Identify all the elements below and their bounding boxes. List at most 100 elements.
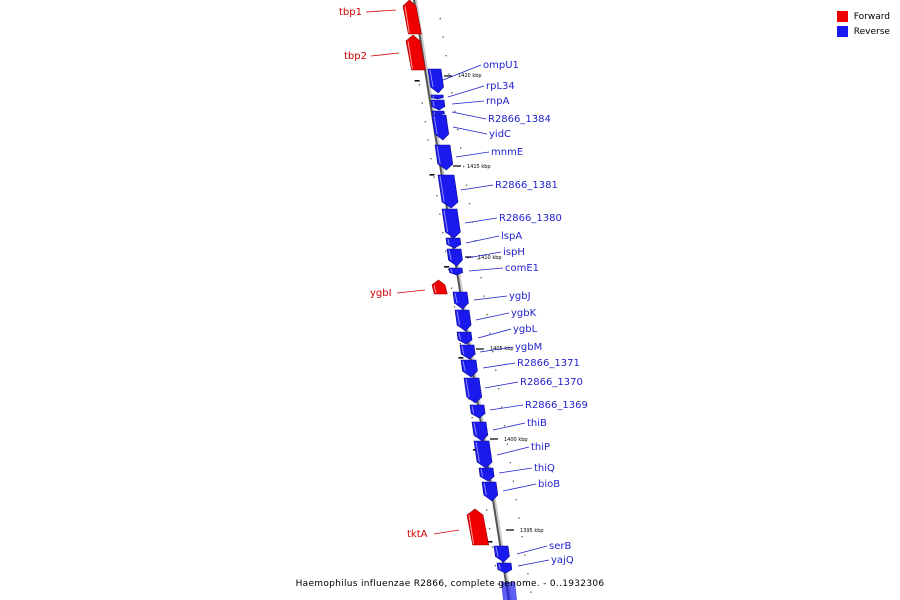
gene-highlight: [404, 5, 410, 34]
scale-dot: [483, 295, 485, 297]
scale-dot: [480, 277, 482, 279]
scale-dot: [491, 546, 494, 548]
scale-dot: [439, 213, 441, 215]
forward-swatch: [836, 11, 848, 22]
gene-leader: [451, 111, 487, 120]
gene-leader: [489, 404, 524, 411]
scale-dot: [457, 129, 459, 131]
gene-tktA: [466, 508, 490, 546]
gene-label-ygbJ: ygbJ: [509, 291, 531, 302]
gene-label-bioB: bioB: [538, 479, 560, 490]
scale-dot: [445, 55, 447, 57]
gene-leader: [466, 251, 502, 259]
legend-reverse-label: Reverse: [853, 26, 890, 37]
gene-label-ispH: ispH: [503, 247, 525, 258]
gene-leader: [498, 467, 533, 474]
tick-label: 1400 kbp: [504, 437, 528, 443]
legend-forward-label: Forward: [853, 11, 890, 22]
tick-label: 1420 kbp: [458, 73, 482, 79]
gene-highlight: [433, 111, 435, 114]
gene-label-R2866_1371: R2866_1371: [517, 358, 580, 369]
legend-reverse: Reverse: [836, 24, 890, 39]
gene-highlight: [462, 360, 466, 372]
gene-highlight: [480, 468, 484, 477]
gene-leader: [442, 64, 482, 81]
gene-highlight: [433, 284, 437, 294]
scale-dot: [530, 591, 532, 593]
gene-leader: [516, 545, 548, 555]
gene-label-thiQ: thiQ: [534, 463, 555, 474]
scale-dot: [521, 536, 523, 538]
scale-dot: [527, 573, 529, 575]
gene-leader: [468, 267, 504, 272]
gene-label-thiP: thiP: [531, 442, 550, 453]
gene-rnpA: [430, 99, 446, 111]
scale-dash: [414, 80, 420, 82]
scale-dot: [448, 269, 450, 271]
gene-ygbM: [459, 344, 476, 360]
gene-partial: [501, 582, 517, 600]
scale-dot: [445, 250, 447, 252]
gene-thiQ: [478, 467, 495, 482]
gene-label-R2866_1384: R2866_1384: [488, 114, 551, 125]
gene-leader: [433, 529, 460, 535]
gene-label-comE1: comE1: [505, 263, 539, 274]
scale-dot: [468, 398, 470, 400]
scale-dot: [486, 314, 488, 316]
gene-ompU1: [427, 68, 444, 94]
gene-leader: [502, 483, 537, 492]
gene-leader: [452, 126, 488, 135]
scale-dot: [524, 554, 526, 556]
scale-dot: [500, 406, 503, 408]
gene-leader: [477, 328, 512, 339]
gene-highlight: [432, 95, 434, 98]
gene-R2866_1369: [469, 404, 486, 419]
gene-label-ygbM: ygbM: [515, 342, 542, 353]
scale-dot: [512, 480, 514, 482]
scale-dot: [439, 18, 441, 20]
gene-R2866_1370: [463, 377, 483, 404]
gene-leader: [479, 346, 514, 353]
gene-label-R2866_1380: R2866_1380: [499, 213, 562, 224]
genome-caption: Haemophilus influenzae R2866, complete g…: [295, 579, 605, 589]
gene-highlight: [456, 310, 461, 326]
gene-label-tbp2: tbp2: [344, 51, 367, 62]
scale-dot: [503, 425, 506, 427]
gene-leader: [455, 151, 490, 158]
scale-dot: [492, 351, 494, 353]
gene-highlight: [498, 563, 501, 570]
gene-highlight: [450, 268, 453, 273]
gene-R2866_1384: [431, 110, 445, 116]
gene-R2866_1381: [437, 174, 459, 209]
scale-dot: [468, 203, 471, 205]
gene-highlight: [461, 345, 465, 355]
gene-leader: [451, 100, 485, 105]
gene-highlight: [495, 546, 499, 557]
gene-label-tbp1: tbp1: [339, 7, 362, 18]
scale-dot: [477, 258, 479, 260]
gene-rpL34: [430, 94, 444, 100]
gene-highlight: [432, 100, 435, 107]
gene-highlight: [443, 209, 449, 233]
gene-label-ygbL: ygbL: [513, 324, 538, 335]
scale-dot: [459, 343, 461, 345]
gene-thiP: [473, 440, 493, 469]
scale-dot: [442, 36, 444, 38]
gene-highlight: [458, 332, 462, 340]
gene-bioB: [481, 481, 499, 502]
gene-serB: [493, 545, 510, 563]
gene-highlight: [447, 238, 450, 245]
tick-label: 1410 kbp: [478, 255, 502, 261]
gene-tbp1: [402, 0, 422, 35]
scale-dot: [448, 73, 450, 75]
gene-highlight: [436, 145, 441, 165]
gene-R2866_1380: [441, 208, 461, 239]
gene-highlight: [454, 292, 458, 304]
gene-leader: [396, 289, 426, 294]
scale-dot: [433, 176, 435, 178]
scale-dot: [509, 462, 512, 464]
gene-leader: [447, 85, 485, 98]
gene-highlight: [483, 482, 487, 496]
gene-leader: [517, 559, 550, 567]
